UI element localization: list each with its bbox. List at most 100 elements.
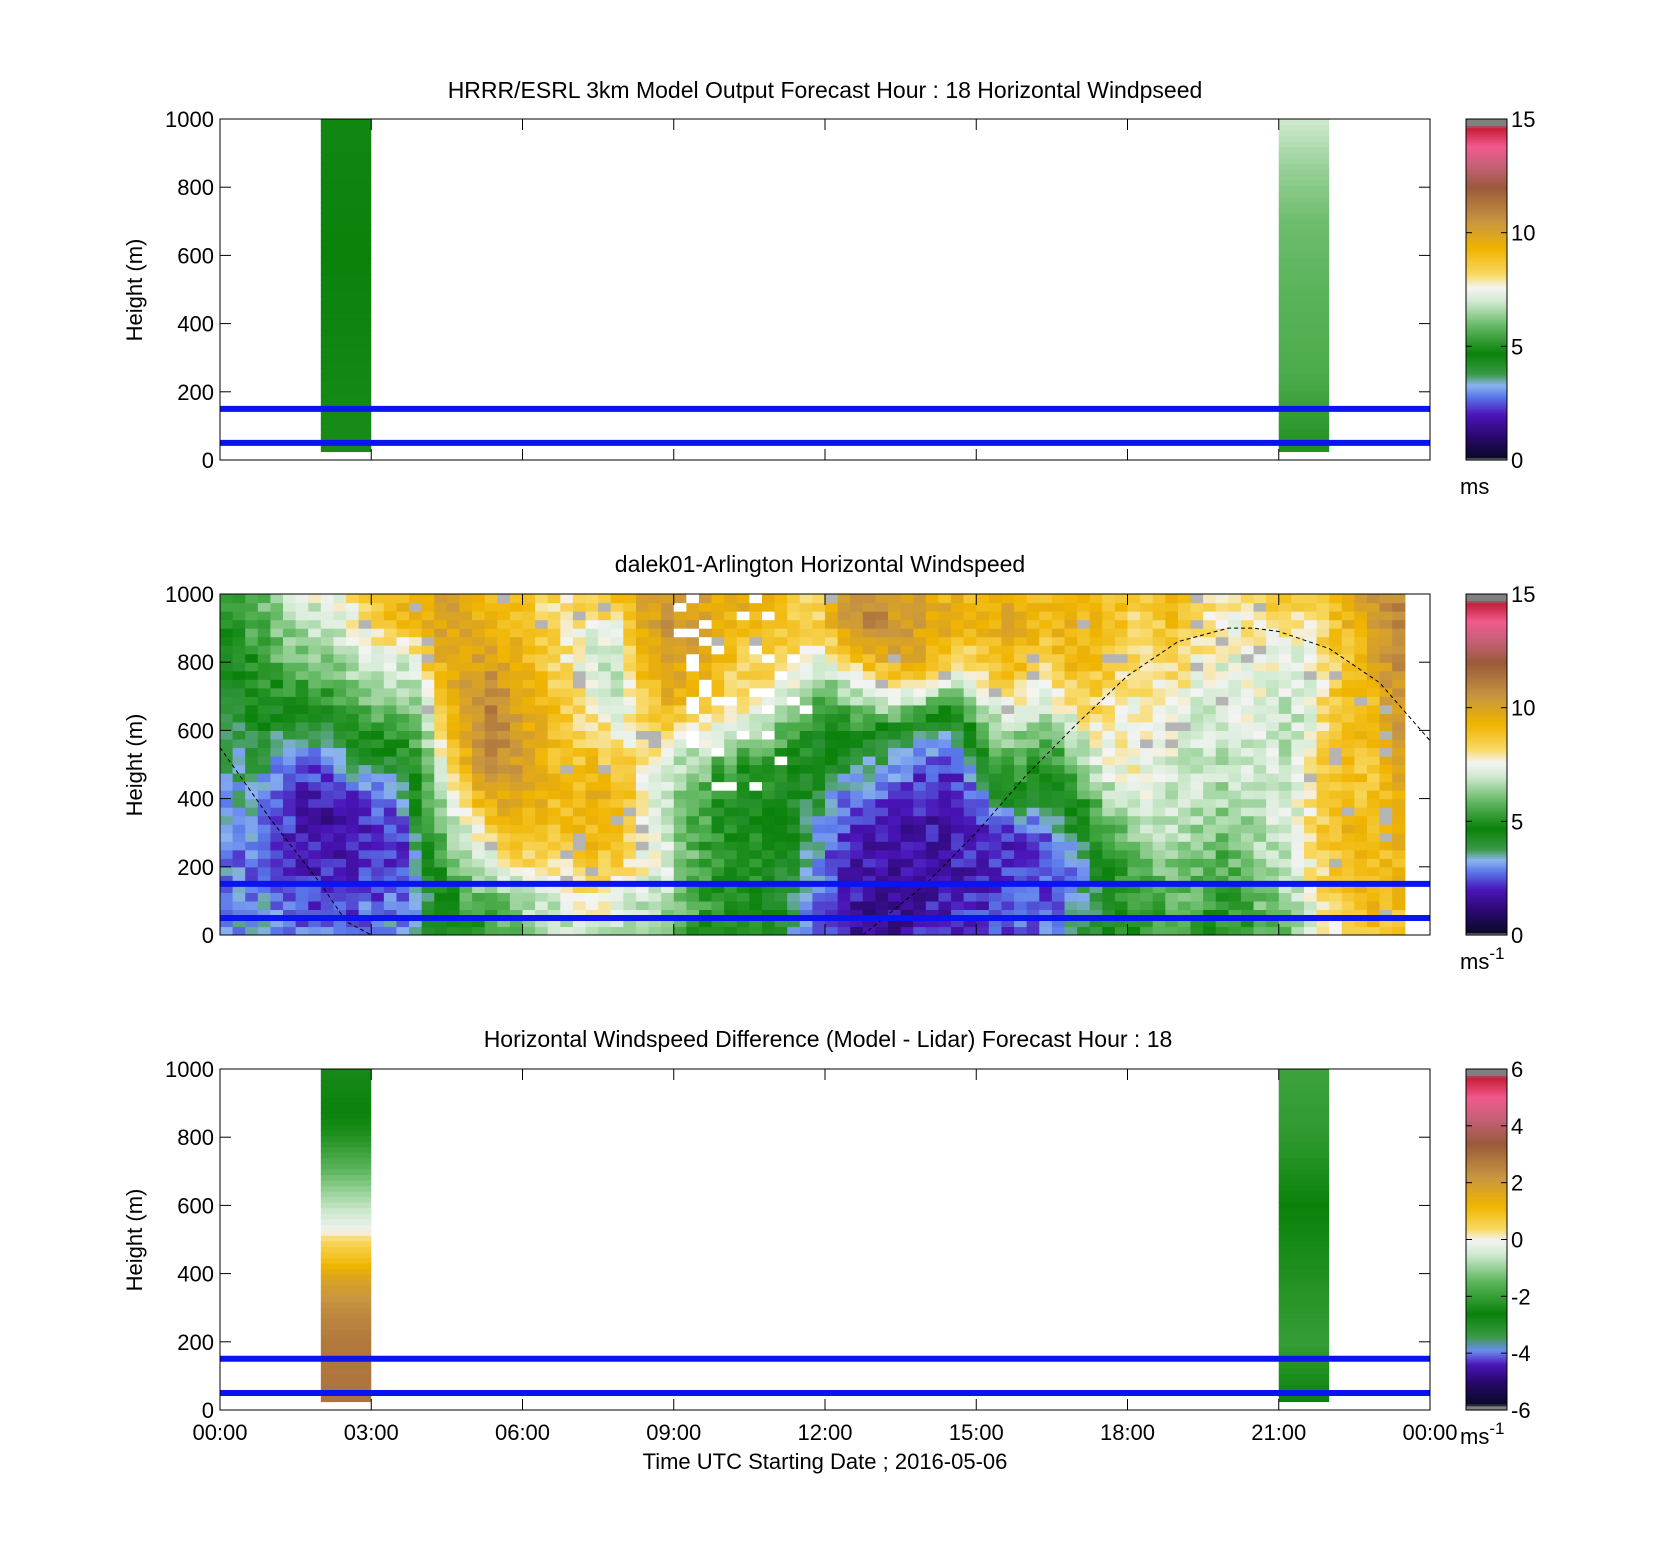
heatmap-cell (535, 892, 549, 902)
heatmap-cell (320, 368, 372, 375)
heatmap-cell (459, 594, 473, 604)
heatmap-cell (232, 602, 246, 612)
colorbar-segment (1466, 911, 1507, 915)
heatmap-cell (1014, 696, 1028, 706)
heatmap-cell (396, 687, 410, 697)
heatmap-cell (320, 379, 372, 386)
heatmap-cell (1165, 611, 1179, 621)
heatmap-cell (1278, 379, 1330, 386)
heatmap-cell (686, 704, 700, 714)
heatmap-cell (1102, 670, 1116, 680)
heatmap-cell (875, 917, 889, 928)
heatmap-cell (434, 832, 448, 842)
heatmap-cell (812, 875, 826, 885)
y-tick-label: 400 (177, 312, 214, 337)
heatmap-cell (938, 832, 952, 842)
heatmap-cell (1278, 224, 1330, 231)
heatmap-cell (1026, 738, 1040, 749)
heatmap-cell (484, 773, 498, 783)
heatmap-cell (1278, 790, 1292, 800)
heatmap-cell (1215, 815, 1229, 825)
heatmap-cell (585, 713, 599, 723)
heatmap-cell (661, 832, 675, 842)
heatmap-cell (547, 721, 561, 731)
colorbar-segment (1466, 255, 1507, 259)
heatmap-cell (1278, 900, 1292, 911)
heatmap-cell (888, 790, 902, 800)
heatmap-cell (1240, 636, 1255, 646)
heatmap-cell (661, 730, 675, 740)
heatmap-cell (1077, 849, 1091, 859)
heatmap-cell (749, 926, 763, 935)
heatmap-cell (409, 738, 423, 749)
heatmap-cell (711, 900, 725, 911)
heatmap-cell (1077, 790, 1091, 800)
heatmap-cell (1102, 900, 1116, 911)
heatmap-cell (497, 926, 511, 935)
heatmap-cell (787, 738, 801, 749)
colorbar-segment (1466, 1329, 1507, 1332)
heatmap-cell (787, 662, 801, 672)
heatmap-cell (1190, 798, 1204, 808)
colorbar-segment (1466, 1252, 1507, 1256)
heatmap-cell (1089, 721, 1103, 731)
heatmap-cell (1278, 1124, 1330, 1131)
heatmap-cell (1303, 815, 1318, 825)
heatmap-cell (358, 824, 372, 834)
heatmap-cell (509, 721, 524, 731)
heatmap-cell (736, 738, 750, 749)
heatmap-cell (749, 747, 763, 757)
colorbar-segment (1466, 932, 1507, 936)
colorbar-unit: ms-1 (1460, 1419, 1504, 1449)
heatmap-cell (484, 687, 498, 697)
heatmap-cell (598, 909, 612, 919)
heatmap-cell (1278, 240, 1330, 248)
heatmap-cell (787, 594, 801, 604)
heatmap-cell (1278, 351, 1330, 358)
heatmap-cell (371, 815, 385, 825)
heatmap-cell (320, 1174, 372, 1181)
heatmap-cell (787, 764, 801, 774)
heatmap-cell (459, 755, 473, 766)
heatmap-cell (661, 755, 675, 766)
heatmap-cell (220, 858, 234, 868)
heatmap-cell (459, 636, 473, 646)
colorbar-segment (1466, 319, 1507, 323)
colorbar-segment (1466, 1307, 1507, 1311)
colorbar-segment (1466, 455, 1507, 459)
heatmap-cell (673, 875, 687, 885)
heatmap-cell (951, 747, 965, 757)
heatmap-cell (1266, 900, 1280, 911)
heatmap-cell (610, 628, 624, 638)
heatmap-cell (497, 594, 511, 604)
heatmap-cell (371, 917, 385, 928)
heatmap-cell (522, 611, 536, 621)
heatmap-cell (1215, 653, 1229, 663)
heatmap-cell (1152, 670, 1166, 680)
heatmap-cell (295, 696, 309, 706)
colorbar-segment (1466, 174, 1507, 178)
heatmap-cell (572, 798, 587, 808)
heatmap-cell (774, 917, 788, 928)
heatmap-cell (358, 875, 372, 885)
heatmap-cell (497, 841, 511, 851)
heatmap-cell (1014, 594, 1028, 604)
heatmap-cell (1278, 619, 1292, 629)
heatmap-cell (888, 755, 902, 766)
heatmap-cell (1077, 721, 1091, 731)
heatmap-cell (1039, 730, 1053, 740)
heatmap-cell (963, 764, 977, 774)
heatmap-cell (1278, 594, 1292, 604)
heatmap-cell (1278, 1074, 1330, 1081)
heatmap-cell (774, 721, 788, 731)
heatmap-cell (472, 747, 486, 757)
colorbar-segment (1466, 1316, 1507, 1319)
colorbar-segment (1466, 758, 1507, 761)
heatmap-cell (472, 798, 486, 808)
heatmap-cell (1039, 713, 1053, 723)
heatmap-cell (913, 721, 927, 731)
heatmap-cell (320, 1096, 372, 1103)
heatmap-cell (358, 866, 372, 876)
heatmap-cell (938, 764, 952, 774)
colorbar-segment (1466, 1103, 1507, 1106)
